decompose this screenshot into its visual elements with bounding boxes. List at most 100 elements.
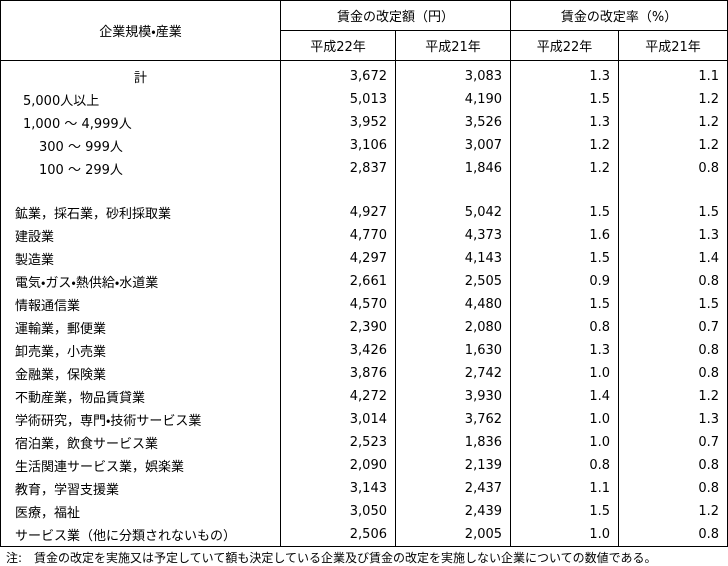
spacer-cell [0,180,281,201]
value-cell: 0.8 [618,362,728,385]
value-cell: 5,013 [280,88,396,111]
value-cell: 3,526 [394,111,512,134]
table-row: 鉱業，採石業，砂利採取業 4,927 5,042 1.5 1.5 [0,201,728,224]
value-cell: 1,846 [394,157,512,180]
spacer-row [0,180,728,201]
value-cell: 1.3 [618,224,728,247]
table-row: 不動産業，物品賃貸業 4,272 3,930 1.4 1.2 [0,385,728,408]
row-label: 鉱業，採石業，砂利採取業 [0,201,281,224]
table-row: 100 ～ 299人 2,837 1,846 1.2 0.8 [0,157,728,180]
value-cell: 1,836 [394,431,512,454]
value-cell: 2,837 [280,157,396,180]
value-cell: 1.5 [510,247,620,270]
value-cell: 3,083 [394,65,512,88]
value-cell: 0.8 [510,454,620,477]
value-cell: 0.7 [618,431,728,454]
table-header: 企業規模・産業 賃金の改定額（円） 賃金の改定率（%） 平成22年 平成21年 … [0,0,728,61]
table-row: 電気・ガス・熱供給・水道業 2,661 2,505 0.9 0.8 [0,270,728,293]
value-cell: 2,439 [394,500,512,523]
value-cell: 1.3 [510,339,620,362]
year-header: 平成21年 [394,30,512,61]
note: 注: 賃金の改定を実施又は予定していて額も決定している企業及び賃金の改定を実施し… [6,551,657,565]
table-row: 計 3,672 3,083 1.3 1.1 [0,65,728,88]
value-cell: 2,080 [394,316,512,339]
value-cell: 4,480 [394,293,512,316]
value-cell: 0.8 [618,270,728,293]
value-cell: 2,661 [280,270,396,293]
value-cell: 1,630 [394,339,512,362]
value-cell: 4,770 [280,224,396,247]
value-cell: 1.3 [618,408,728,431]
value-cell: 3,050 [280,500,396,523]
value-cell: 4,190 [394,88,512,111]
spacer-cell [510,180,620,201]
spacer-cell [394,60,512,65]
value-cell: 0.9 [510,270,620,293]
table-row: 金融業，保険業 3,876 2,742 1.0 0.8 [0,362,728,385]
wage-table: 企業規模・産業 賃金の改定額（円） 賃金の改定率（%） 平成22年 平成21年 … [0,0,728,547]
row-label: 情報通信業 [0,293,281,316]
row-label: 5,000人以上 [0,88,281,111]
value-cell: 0.8 [618,523,728,547]
value-cell: 2,523 [280,431,396,454]
value-cell: 5,042 [394,201,512,224]
table-row: 情報通信業 4,570 4,480 1.5 1.5 [0,293,728,316]
value-cell: 2,005 [394,523,512,547]
row-label: 製造業 [0,247,281,270]
table-row: 5,000人以上 5,013 4,190 1.5 1.2 [0,88,728,111]
table-row: 生活関連サービス業，娯楽業 2,090 2,139 0.8 0.8 [0,454,728,477]
value-cell: 1.5 [510,500,620,523]
value-cell: 2,390 [280,316,396,339]
value-cell: 1.0 [510,431,620,454]
row-label: 教育，学習支援業 [0,477,281,500]
value-cell: 4,272 [280,385,396,408]
spacer-cell [618,180,728,201]
value-cell: 2,506 [280,523,396,547]
value-cell: 1.3 [510,111,620,134]
value-cell: 3,007 [394,134,512,157]
value-cell: 2,090 [280,454,396,477]
value-cell: 1.5 [618,201,728,224]
row-label: 学術研究，専門・技術サービス業 [0,408,281,431]
value-cell: 4,570 [280,293,396,316]
value-cell: 4,143 [394,247,512,270]
row-label: 100 ～ 299人 [0,157,281,180]
value-cell: 2,505 [394,270,512,293]
value-cell: 3,930 [394,385,512,408]
table-row: 製造業 4,297 4,143 1.5 1.4 [0,247,728,270]
spacer-row [0,60,728,65]
row-label: 金融業，保険業 [0,362,281,385]
year-header: 平成22年 [510,30,620,61]
value-cell: 0.8 [510,316,620,339]
value-cell: 1.2 [618,500,728,523]
value-cell: 0.8 [618,157,728,180]
spacer-cell [394,180,512,201]
value-cell: 3,014 [280,408,396,431]
table-row: 建設業 4,770 4,373 1.6 1.3 [0,224,728,247]
value-cell: 3,106 [280,134,396,157]
value-cell: 1.2 [510,134,620,157]
value-cell: 3,143 [280,477,396,500]
row-label: 不動産業，物品賃貸業 [0,385,281,408]
value-cell: 2,742 [394,362,512,385]
value-cell: 3,952 [280,111,396,134]
value-cell: 3,876 [280,362,396,385]
row-label: サービス業（他に分類されないもの） [0,523,281,547]
table-row: 宿泊業，飲食サービス業 2,523 1,836 1.0 0.7 [0,431,728,454]
value-cell: 0.7 [618,316,728,339]
row-label: 建設業 [0,224,281,247]
value-cell: 1.5 [510,88,620,111]
row-label: 計 [0,65,281,88]
table-row: 学術研究，専門・技術サービス業 3,014 3,762 1.0 1.3 [0,408,728,431]
spacer-cell [618,60,728,65]
year-header: 平成21年 [618,30,728,61]
value-cell: 1.2 [618,385,728,408]
value-cell: 1.0 [510,362,620,385]
value-cell: 0.8 [618,339,728,362]
spacer-cell [280,180,396,201]
value-cell: 2,139 [394,454,512,477]
row-label: 医療，福祉 [0,500,281,523]
value-cell: 3,672 [280,65,396,88]
value-cell: 1.2 [618,134,728,157]
row-label: 電気・ガス・熱供給・水道業 [0,270,281,293]
